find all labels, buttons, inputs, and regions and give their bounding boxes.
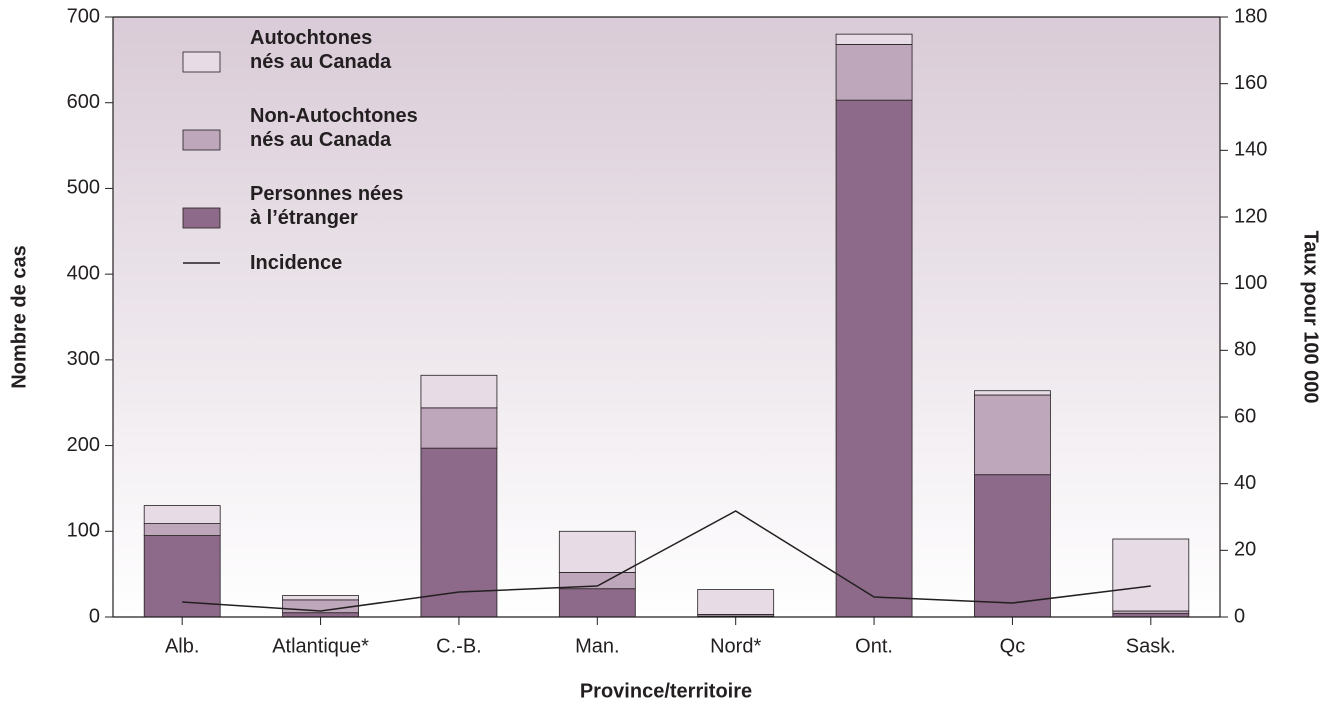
x-axis-title: Province/territoire (580, 680, 752, 702)
x-tick-label: Man. (575, 635, 619, 657)
bar-segment (420, 407, 498, 449)
bar-segment (697, 589, 775, 615)
legend-swatch (182, 207, 221, 229)
y-axis-title: Nombre de cas (8, 245, 30, 388)
bar-segment (420, 374, 498, 409)
bar-segment (143, 535, 221, 618)
legend-label: Personnes nées à l’étranger (250, 183, 404, 229)
bar-segment (835, 99, 913, 618)
y-tick-label: 300 (67, 348, 100, 370)
y2-tick-label: 60 (1234, 405, 1256, 427)
y-tick-label: 200 (67, 434, 100, 456)
y-tick-label: 100 (67, 520, 100, 542)
bar-segment (558, 530, 636, 573)
y2-tick-label: 20 (1234, 539, 1256, 561)
x-tick-label: Sask. (1126, 635, 1176, 657)
bar-segment (282, 612, 359, 618)
legend-label: Non-Autochtones nés au Canada (250, 105, 418, 151)
legend-swatch (182, 129, 221, 151)
x-tick-label: Qc (1000, 635, 1026, 657)
bar-segment (835, 44, 913, 101)
plot-frame (112, 16, 1221, 618)
x-tick-label: Ont. (855, 635, 893, 657)
y-tick-label: 400 (67, 262, 100, 284)
bar-segment (835, 33, 913, 45)
bar-segment (143, 505, 221, 524)
line-series (182, 510, 1151, 612)
x-tick-label: Atlantique* (272, 635, 369, 657)
y2-tick-label: 0 (1234, 605, 1245, 627)
bar-segment (1112, 538, 1190, 612)
x-tick-label: Alb. (165, 635, 199, 657)
y2-tick-label: 100 (1234, 272, 1267, 294)
legend-label: Incidence (250, 252, 343, 274)
bar-segment (558, 588, 636, 618)
y2-tick-label: 140 (1234, 139, 1267, 161)
bar-segment (282, 595, 359, 601)
bar-segment (974, 390, 1051, 396)
y2-tick-label: 160 (1234, 72, 1267, 94)
bar-segment (974, 394, 1051, 476)
legend-label: Autochtones nés au Canada (250, 27, 392, 73)
legend-swatch (182, 51, 221, 73)
x-tick-label: Nord* (710, 635, 761, 657)
y-tick-label: 500 (67, 177, 100, 199)
y-tick-label: 700 (67, 5, 100, 27)
y-tick-label: 0 (89, 605, 100, 627)
y2-tick-label: 40 (1234, 472, 1256, 494)
y-tick-label: 600 (67, 91, 100, 113)
y2-tick-label: 120 (1234, 205, 1267, 227)
y2-tick-label: 180 (1234, 5, 1267, 27)
bar-segment (143, 523, 221, 536)
bar-segment (420, 447, 498, 618)
y2-tick-label: 80 (1234, 339, 1256, 361)
y2-axis-title: Taux pour 100 000 (1300, 230, 1322, 403)
bar-segment (974, 474, 1051, 618)
x-tick-label: C.-B. (436, 635, 482, 657)
